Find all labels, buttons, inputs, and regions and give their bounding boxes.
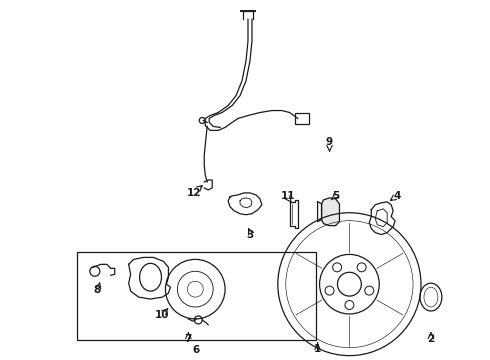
Text: 11: 11 xyxy=(280,191,295,201)
Text: 12: 12 xyxy=(187,188,201,198)
Text: 8: 8 xyxy=(93,285,100,295)
Text: 3: 3 xyxy=(246,230,254,239)
Text: 5: 5 xyxy=(332,191,339,201)
Text: 9: 9 xyxy=(326,137,333,147)
Text: 10: 10 xyxy=(155,310,170,320)
Polygon shape xyxy=(321,198,340,226)
Text: 4: 4 xyxy=(393,191,401,201)
Text: 2: 2 xyxy=(427,334,435,344)
Bar xyxy=(77,252,316,340)
Bar xyxy=(294,113,309,125)
Text: 1: 1 xyxy=(314,344,321,354)
Text: 7: 7 xyxy=(185,334,192,344)
Text: 6: 6 xyxy=(193,345,200,355)
